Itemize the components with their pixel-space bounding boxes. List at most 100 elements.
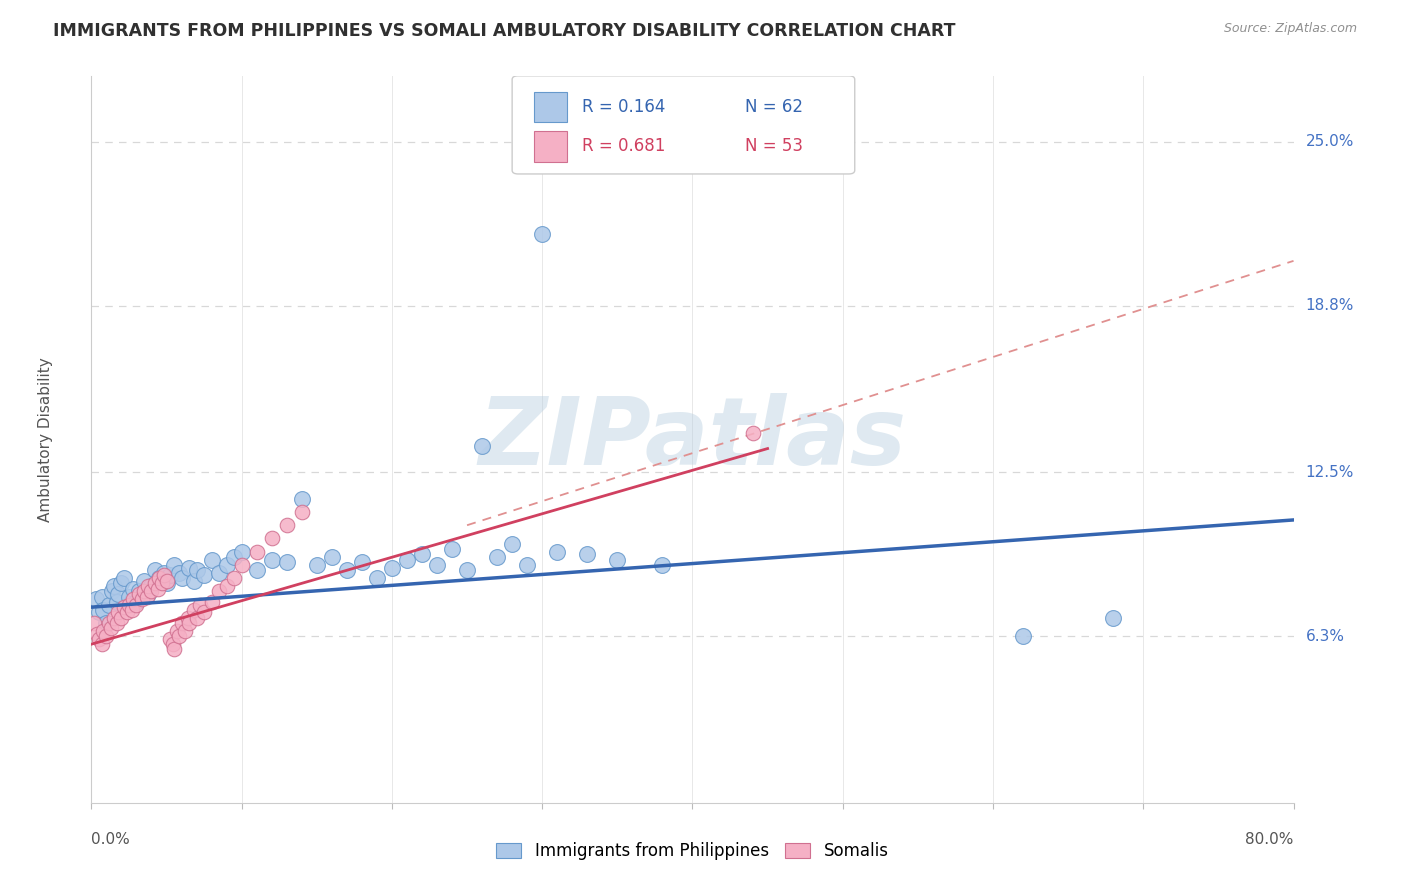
Point (122, 592, 145, 607)
Point (167, 566, 190, 580)
Point (162, 637, 184, 651)
Point (260, 552, 283, 566)
Point (606, 552, 628, 566)
Point (381, 560, 404, 574)
Point (105, 615, 128, 630)
Point (87, 606, 110, 620)
Point (110, 576, 132, 591)
Point (546, 544, 568, 558)
Point (159, 568, 181, 582)
Point (177, 560, 200, 574)
Point (87, 632, 110, 646)
Point (163, 642, 186, 657)
Text: 25.0%: 25.0% (1306, 135, 1354, 149)
Point (131, 592, 153, 607)
Text: IMMIGRANTS FROM PHILIPPINES VS SOMALI AMBULATORY DISABILITY CORRELATION CHART: IMMIGRANTS FROM PHILIPPINES VS SOMALI AM… (53, 22, 956, 40)
Point (118, 598, 141, 612)
Point (651, 558, 673, 572)
Point (122, 582, 145, 596)
Point (208, 584, 231, 599)
FancyBboxPatch shape (512, 76, 855, 174)
Point (741, 425, 763, 440)
Point (98, 598, 121, 612)
Point (101, 584, 124, 599)
Text: Ambulatory Disability: Ambulatory Disability (38, 357, 53, 522)
Text: 6.3%: 6.3% (1306, 629, 1344, 644)
Point (173, 624, 195, 638)
Point (103, 611, 125, 625)
Point (411, 547, 433, 561)
Text: R = 0.164: R = 0.164 (582, 98, 665, 116)
Point (215, 558, 238, 572)
Point (516, 558, 538, 572)
Point (1102, 611, 1125, 625)
Point (146, 582, 169, 596)
Point (141, 579, 163, 593)
Point (188, 598, 211, 612)
Point (148, 571, 170, 585)
Point (163, 558, 186, 572)
Text: 12.5%: 12.5% (1306, 465, 1354, 480)
Point (486, 549, 509, 564)
Text: ZIPatlas: ZIPatlas (478, 393, 907, 485)
Point (177, 615, 200, 630)
Point (456, 563, 478, 577)
Point (93, 603, 115, 617)
Point (100, 621, 122, 635)
Point (531, 227, 554, 242)
Point (148, 571, 170, 585)
Point (125, 598, 148, 612)
Point (143, 576, 166, 591)
Point (117, 606, 139, 620)
Point (90, 590, 112, 604)
Point (138, 587, 160, 601)
Point (193, 568, 215, 582)
Point (1012, 629, 1035, 643)
Point (128, 587, 150, 601)
Point (132, 584, 155, 599)
Point (183, 603, 205, 617)
Point (186, 563, 208, 577)
Point (152, 566, 174, 580)
Point (159, 632, 181, 646)
Point (224, 549, 246, 564)
Point (96, 615, 118, 630)
Point (84, 592, 107, 607)
Point (321, 549, 343, 564)
Text: N = 53: N = 53 (745, 137, 803, 155)
Point (576, 547, 599, 561)
Point (152, 568, 174, 582)
Point (125, 595, 148, 609)
Point (150, 576, 173, 591)
Point (395, 552, 418, 566)
Point (208, 566, 231, 580)
Point (93, 624, 115, 638)
Point (224, 571, 246, 585)
Point (231, 558, 253, 572)
Text: R = 0.681: R = 0.681 (582, 137, 665, 155)
Point (166, 624, 188, 638)
Point (231, 544, 253, 558)
Point (471, 439, 494, 453)
Point (136, 590, 159, 604)
Point (291, 491, 314, 506)
Point (186, 611, 208, 625)
Point (107, 606, 129, 620)
Point (86, 626, 108, 640)
Point (121, 603, 143, 617)
Point (366, 571, 388, 585)
Point (155, 576, 177, 591)
Point (155, 574, 177, 588)
Point (246, 544, 269, 558)
Point (336, 563, 359, 577)
Point (440, 541, 463, 556)
Point (201, 595, 224, 609)
FancyBboxPatch shape (534, 92, 568, 122)
Point (105, 595, 128, 609)
Point (246, 563, 269, 577)
Point (183, 574, 205, 588)
Point (305, 558, 328, 572)
Point (114, 571, 136, 585)
Point (132, 574, 155, 588)
Point (110, 611, 132, 625)
